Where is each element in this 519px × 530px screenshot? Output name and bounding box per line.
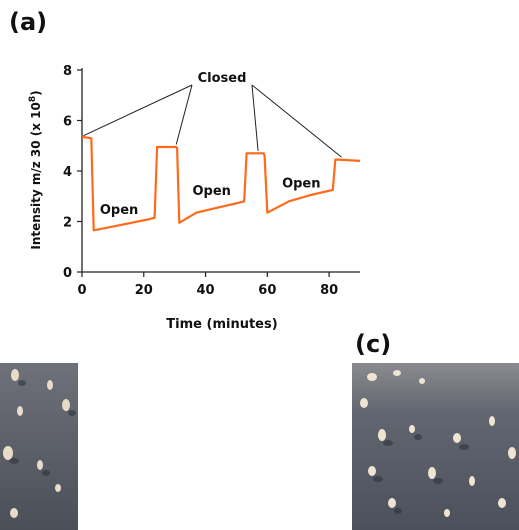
y-tick-label: 4 xyxy=(63,165,72,180)
x-tick-label: 40 xyxy=(197,283,215,298)
closed-annotation: Closed xyxy=(198,71,247,86)
y-tick-label: 0 xyxy=(63,266,72,281)
x-tick-label: 60 xyxy=(258,283,276,298)
x-tick-label: 20 xyxy=(135,283,153,298)
y-tick-label: 2 xyxy=(63,216,72,231)
closed-pointer-line xyxy=(251,84,259,151)
open-annotation: Open xyxy=(282,176,320,191)
y-tick-label: 8 xyxy=(63,64,72,79)
panel-label-a: (a) xyxy=(9,8,48,36)
chart-series-layer xyxy=(81,135,361,232)
y-tick-label: 6 xyxy=(63,115,72,130)
panel-label-c: (c) xyxy=(355,330,392,358)
chart-ticks: 0 20 40 60 80 0 2 4 6 8 xyxy=(63,64,338,298)
y-axis-label-exponent: 8 xyxy=(28,96,38,102)
y-axis-label-main: Intensity m/z 30 (x 10 xyxy=(29,102,43,249)
y-axis-label-group: Intensity m/z 30 (x 108) xyxy=(28,90,43,249)
intensity-chart: 0 20 40 60 80 0 2 4 6 8 Closed Open Open Open Time (… xyxy=(28,64,361,330)
x-tick-label: 80 xyxy=(320,283,338,298)
chart-annotations: Closed Open Open Open xyxy=(83,71,342,218)
photo-c-image xyxy=(352,363,519,530)
y-axis-label: Intensity m/z 30 (x 108) xyxy=(28,90,43,249)
y-axis-label-close: ) xyxy=(29,90,43,95)
closed-pointer-line xyxy=(251,84,342,158)
photo-b-image xyxy=(0,363,78,530)
x-axis-label: Time (minutes) xyxy=(166,317,277,330)
x-tick-label: 0 xyxy=(77,283,86,298)
series-line-0 xyxy=(81,135,361,232)
closed-pointer-line xyxy=(83,84,193,137)
photo-panel-b xyxy=(0,363,78,530)
chart-axes xyxy=(81,68,360,273)
open-annotation: Open xyxy=(100,203,138,218)
open-annotation: Open xyxy=(193,184,231,199)
closed-pointer-line xyxy=(175,84,193,145)
photo-panel-c xyxy=(352,363,519,530)
